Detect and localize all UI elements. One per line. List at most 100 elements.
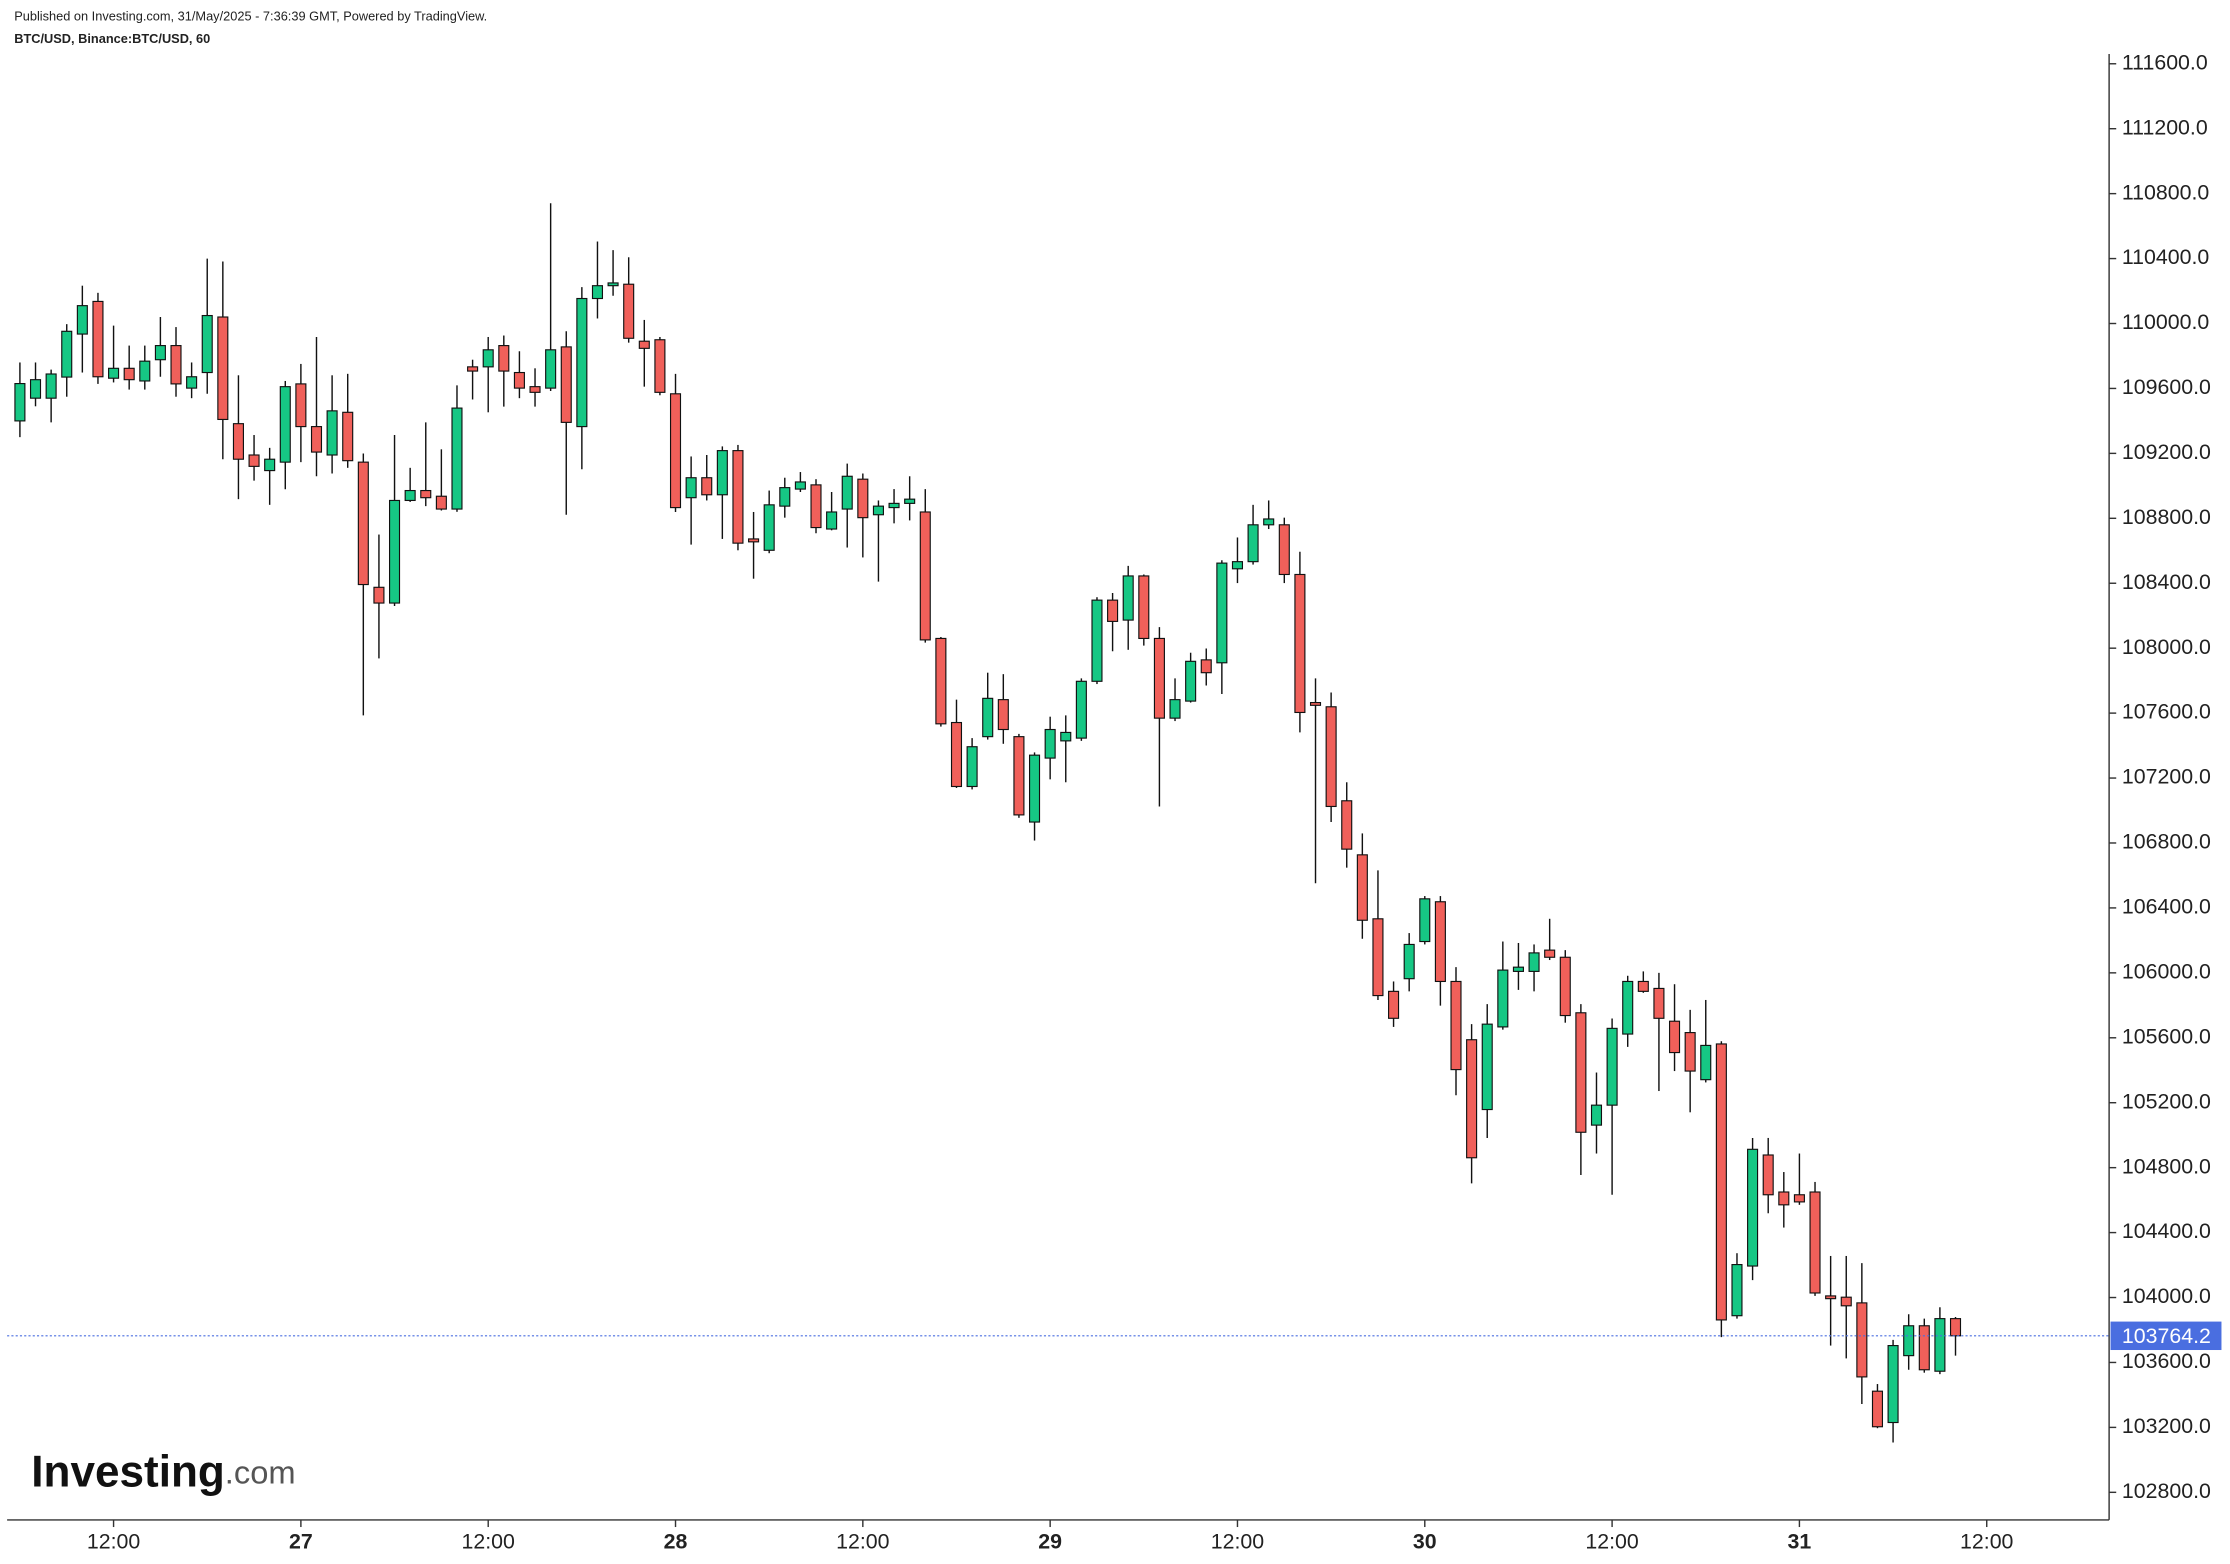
candle-body [1403, 943, 1415, 980]
candle-body [1122, 575, 1134, 621]
y-tick-label: 104800.0 [2122, 1154, 2211, 1178]
candle-body [1809, 1191, 1821, 1294]
candle-body [669, 393, 682, 509]
candle-body [560, 346, 572, 423]
candle-body [1512, 966, 1524, 972]
candle-body [498, 345, 510, 372]
candle-body [1294, 573, 1306, 714]
candle-body [732, 450, 744, 544]
y-tick-label: 105600.0 [2122, 1024, 2211, 1048]
candle-body [919, 511, 931, 641]
candle-body [872, 505, 884, 516]
candle-body [1247, 524, 1259, 563]
candle-body [1200, 659, 1212, 674]
candle-body [1356, 854, 1368, 921]
candle-body [1028, 754, 1041, 823]
candle-body [1497, 969, 1509, 1028]
candle-body [779, 487, 791, 507]
y-tick-label: 105200.0 [2122, 1089, 2211, 1113]
candle-body [1278, 524, 1290, 576]
candle-body [685, 477, 697, 499]
candle-body [1622, 980, 1634, 1035]
y-tick-label: 108400.0 [2122, 570, 2211, 594]
candle-body [1013, 736, 1025, 816]
candle-body [1138, 575, 1150, 640]
candle-body [108, 367, 120, 379]
candle-body [1466, 1039, 1478, 1159]
candle-body [1793, 1194, 1805, 1203]
candle-body [748, 538, 760, 543]
candle-body [1044, 728, 1056, 759]
candle-body [1372, 918, 1384, 997]
candle-body [123, 367, 135, 381]
candle-body [1949, 1318, 1962, 1337]
y-tick-label: 106800.0 [2122, 830, 2211, 854]
candle-body [76, 305, 88, 335]
candle-body [763, 504, 775, 551]
candle-body [841, 475, 853, 510]
candle-body [1153, 637, 1165, 719]
candle-body [482, 349, 494, 368]
candle-body [1216, 562, 1228, 664]
chart-subtitle: Published on Investing.com, 31/May/2025 … [14, 8, 487, 23]
y-tick-label: 103600.0 [2122, 1349, 2211, 1373]
y-tick-label: 109200.0 [2122, 440, 2211, 464]
last-price-label: 103764.2 [2122, 1324, 2211, 1348]
candle-body [1325, 706, 1337, 808]
candle-body [982, 697, 994, 738]
y-tick-label: 109600.0 [2122, 375, 2211, 399]
candle-body [1060, 731, 1072, 742]
x-tick-label: 28 [664, 1529, 688, 1553]
logo: Investing.com [31, 1447, 295, 1496]
candle-body [1544, 949, 1556, 958]
candle-body [591, 285, 604, 300]
candle-body [1934, 1318, 1946, 1372]
candle-body [1388, 990, 1400, 1019]
candle-body [1700, 1044, 1712, 1081]
y-tick-label: 107600.0 [2122, 700, 2211, 724]
candle-body [950, 721, 963, 788]
candle-body [61, 330, 73, 378]
y-tick-label: 108800.0 [2122, 505, 2211, 529]
y-tick-label: 110000.0 [2122, 310, 2210, 334]
candle-body [1856, 1302, 1868, 1378]
x-tick-label: 12:00 [462, 1529, 516, 1553]
candle-body [826, 511, 838, 530]
y-tick-label: 103200.0 [2122, 1414, 2211, 1438]
candle-body [1263, 518, 1275, 526]
candle-body [1825, 1295, 1837, 1300]
candle-body [1606, 1027, 1618, 1106]
candle-body [217, 316, 229, 421]
chart-title: BTC/USD, Binance:BTC/USD, 60 [14, 31, 210, 46]
candle-body [935, 637, 947, 725]
candle-body [186, 376, 198, 389]
x-tick-label: 29 [1038, 1529, 1062, 1553]
y-tick-label: 110400.0 [2122, 245, 2210, 269]
x-tick-label: 12:00 [836, 1529, 890, 1553]
candle-body [810, 484, 822, 529]
candle-body [1668, 1020, 1681, 1054]
candle-body [1903, 1325, 1915, 1357]
candle-body [139, 360, 151, 382]
candle-body [435, 495, 447, 510]
candle-body [529, 386, 541, 393]
candle-body [638, 340, 650, 349]
y-tick-label: 104000.0 [2122, 1284, 2211, 1308]
candle-body [1747, 1148, 1759, 1267]
candle-body [1918, 1325, 1930, 1371]
candle-body [1231, 561, 1244, 570]
candle-body [1185, 660, 1197, 702]
y-tick-label: 104400.0 [2122, 1219, 2211, 1243]
candle-body [1637, 980, 1649, 992]
candle-body [794, 481, 806, 490]
candle-body [357, 461, 369, 586]
candle-body [1575, 1012, 1587, 1133]
candle-body [716, 450, 728, 496]
candle-body [1481, 1023, 1493, 1111]
candle-body [904, 498, 916, 504]
candle-body [342, 411, 354, 462]
candle-body [654, 339, 666, 393]
x-tick-label: 30 [1413, 1529, 1437, 1553]
candle-body [420, 489, 432, 499]
